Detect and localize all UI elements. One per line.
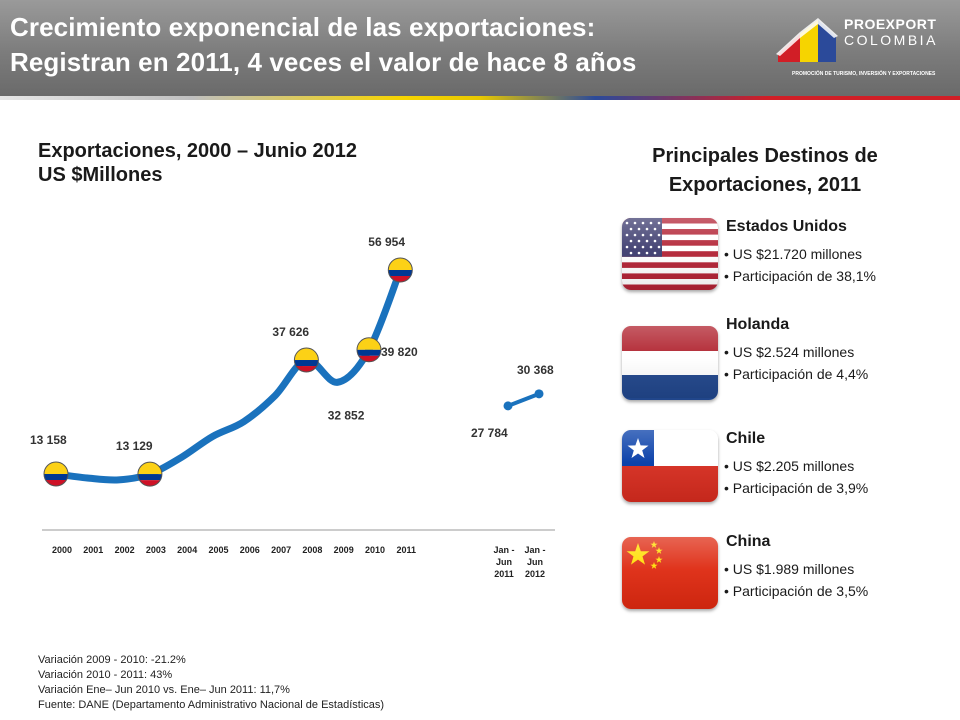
logo-name: PROEXPORT — [844, 16, 937, 32]
title-line-1: Crecimiento exponencial de las exportaci… — [10, 12, 596, 42]
chart-subtitle: US $Millones — [38, 164, 163, 186]
period-point — [503, 401, 513, 411]
x-tick-label: 2002 — [115, 545, 135, 555]
data-label: 56 954 — [368, 235, 405, 249]
proexport-logo-icon — [776, 18, 838, 62]
x-tick-label: 2007 — [271, 545, 291, 555]
destination-value: • US $1.989 millones — [724, 561, 855, 577]
header-bar: Crecimiento exponencial de las exportaci… — [0, 0, 960, 96]
chart-title-text: Exportaciones, 2000 – Junio 2012 — [38, 140, 358, 162]
x-tick-label: 2008 — [302, 545, 322, 555]
data-label: 32 852 — [328, 408, 365, 422]
x-tick-label: 2006 — [240, 545, 260, 555]
destination-chile: Chile • US $2.205 millones • Participaci… — [622, 430, 942, 520]
destination-share: • Participación de 3,5% — [724, 583, 869, 599]
footer-source: Fuente: DANE (Departamento Administrativ… — [38, 699, 385, 711]
data-label: 39 820 — [381, 345, 418, 359]
destination-country: China — [726, 533, 771, 550]
destination-usa: Estados Unidos • US $21.720 millones • P… — [622, 218, 942, 308]
data-label: 30 368 — [517, 363, 554, 377]
destination-country: Estados Unidos — [726, 218, 847, 235]
usa-flag-icon — [622, 218, 718, 290]
series-line-annual — [52, 266, 404, 484]
data-label: 27 784 — [471, 426, 508, 440]
destinations-title-line-2: Exportaciones, 2011 — [668, 174, 862, 196]
data-label: 13 129 — [116, 439, 153, 453]
x-tick-label: 2010 — [365, 545, 385, 555]
series-line-period — [506, 391, 541, 408]
x-tick-label: 2001 — [83, 545, 103, 555]
footer-notes: Variación 2009 - 2010: -21.2% Variación … — [38, 653, 384, 713]
color-stripe — [0, 96, 960, 100]
exports-line-chart: 13 158 13 129 37 626 32 852 39 820 56 954 27 7… — [30, 235, 555, 579]
destinations-title-line-1: Principales Destinos de — [652, 145, 878, 167]
destination-netherlands: Holanda • US $2.524 millones • Participa… — [622, 316, 942, 406]
logo-tagline: PROMOCIÓN DE TURISMO, INVERSIÓN Y EXPORT… — [792, 71, 936, 77]
data-label: 13 158 — [30, 433, 67, 447]
destination-country: Chile — [726, 430, 766, 447]
footer-line-3: Variación Ene– Jun 2010 vs. Ene– Jun 201… — [38, 684, 290, 696]
colombia-flag-marker — [356, 337, 382, 363]
x-tick-label: 2000 — [52, 545, 72, 555]
x-tick-label: 2011 — [397, 545, 417, 555]
x-tick-label: 2005 — [208, 545, 228, 555]
footer-line-2: Variación 2010 - 2011: 43% — [38, 669, 173, 681]
destination-value: • US $21.720 millones — [724, 246, 862, 262]
colombia-flag-marker — [387, 257, 413, 283]
period-point — [534, 389, 544, 399]
logo-wordmark: PROEXPORT COLOMBIA — [844, 16, 938, 48]
data-label: 37 626 — [272, 325, 309, 339]
colombia-flag-marker — [137, 461, 163, 487]
destination-china: China • US $1.989 millones • Participaci… — [622, 533, 942, 623]
x-tick-label: 2004 — [177, 545, 197, 555]
destination-share: • Participación de 3,9% — [724, 480, 869, 496]
x-tick-label: 2009 — [334, 545, 354, 555]
netherlands-flag-icon — [622, 326, 718, 400]
page-title: Crecimiento exponencial de las exportaci… — [10, 10, 636, 80]
proexport-logo: PROEXPORT COLOMBIA PROMOCIÓN DE TURISMO,… — [772, 14, 952, 84]
destination-share: • Participación de 38,1% — [724, 268, 876, 284]
china-flag-icon — [622, 537, 718, 609]
title-line-2: Registran en 2011, 4 veces el valor de h… — [10, 47, 637, 77]
destinations-title: Principales Destinos de Exportaciones, 2… — [600, 142, 930, 200]
logo-country: COLOMBIA — [844, 32, 938, 48]
chart-title: Exportaciones, 2000 – Junio 2012 US $Mil… — [38, 139, 357, 187]
x-tick-label: Jan -Jun 2012 — [524, 545, 545, 579]
x-tick-label: Jan -Jun 2011 — [493, 545, 514, 579]
destination-country: Holanda — [726, 316, 790, 333]
footer-line-1: Variación 2009 - 2010: -21.2% — [38, 654, 186, 666]
chile-flag-icon — [622, 430, 718, 502]
destination-value: • US $2.524 millones — [724, 344, 855, 360]
destination-value: • US $2.205 millones — [724, 458, 855, 474]
colombia-flag-marker — [43, 461, 69, 487]
x-tick-label: 2003 — [146, 545, 166, 555]
colombia-flag-marker — [293, 347, 319, 373]
destination-share: • Participación de 4,4% — [724, 366, 869, 382]
